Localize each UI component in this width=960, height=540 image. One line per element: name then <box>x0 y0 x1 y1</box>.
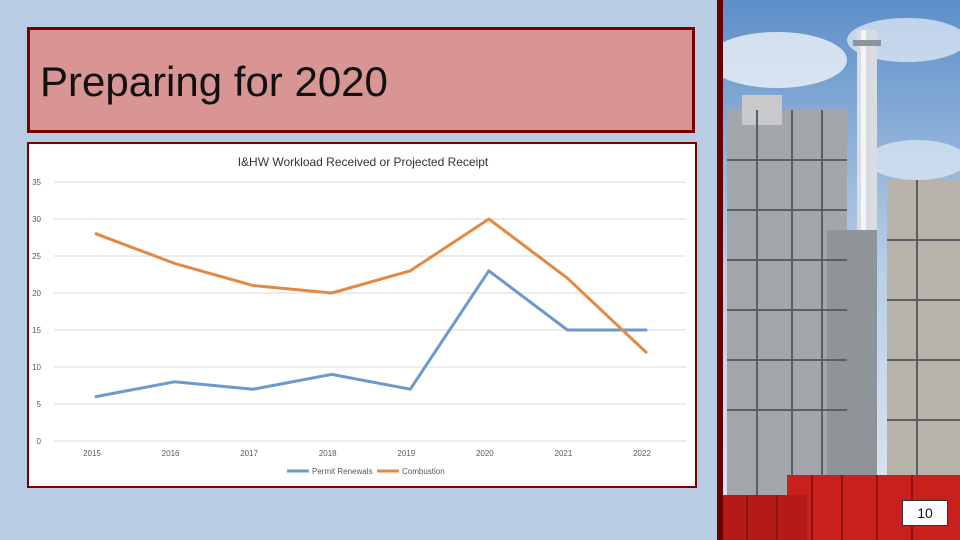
title-box: Preparing for 2020 <box>27 27 695 133</box>
x-tick-label: 2016 <box>162 449 180 458</box>
legend-label: Permit Renewals <box>312 467 372 476</box>
page-number: 10 <box>902 500 948 526</box>
line-chart: I&HW Workload Received or Projected Rece… <box>32 155 686 476</box>
y-tick-label: 5 <box>37 400 42 409</box>
x-tick-label: 2015 <box>83 449 101 458</box>
x-tick-label: 2020 <box>476 449 494 458</box>
y-tick-label: 15 <box>32 326 41 335</box>
series-lines <box>94 217 648 399</box>
x-tick-label: 2017 <box>240 449 258 458</box>
x-tick-label: 2018 <box>319 449 337 458</box>
series-line-combustion <box>94 217 648 354</box>
chart-title: I&HW Workload Received or Projected Rece… <box>238 155 489 169</box>
legend-label: Combustion <box>402 467 445 476</box>
series-line-permit-renewals <box>94 269 648 399</box>
x-tick-label: 2021 <box>555 449 573 458</box>
legend: Permit Renewals Combustion <box>287 467 445 476</box>
industrial-plant-photo <box>717 0 960 540</box>
y-tick-label: 20 <box>32 289 41 298</box>
y-tick-label: 10 <box>32 363 41 372</box>
y-tick-label: 0 <box>37 437 42 446</box>
x-axis-tick-labels: 2015 2016 2017 2018 2019 2020 2021 2022 <box>83 449 651 458</box>
y-tick-label: 25 <box>32 252 41 261</box>
y-tick-label: 30 <box>32 215 41 224</box>
y-axis-tick-labels: 0 5 10 15 20 25 30 35 <box>32 178 41 446</box>
x-tick-label: 2019 <box>397 449 415 458</box>
chart-container: I&HW Workload Received or Projected Rece… <box>27 142 697 488</box>
grid-lines <box>54 181 686 442</box>
slide-title: Preparing for 2020 <box>40 58 388 105</box>
y-tick-label: 35 <box>32 178 41 187</box>
panel-divider <box>717 0 723 540</box>
x-tick-label: 2022 <box>633 449 651 458</box>
